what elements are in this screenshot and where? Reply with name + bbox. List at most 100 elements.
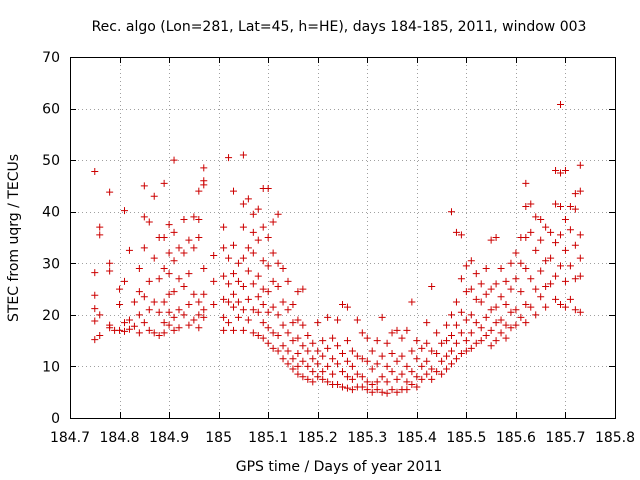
data-point xyxy=(448,311,455,319)
data-point xyxy=(96,311,104,319)
data-point xyxy=(155,275,163,283)
data-point xyxy=(299,285,307,293)
data-point xyxy=(304,331,312,339)
data-point xyxy=(343,357,351,365)
data-point xyxy=(497,329,505,337)
data-point xyxy=(249,228,257,236)
data-point xyxy=(140,182,148,190)
data-point xyxy=(160,234,168,241)
data-point xyxy=(170,228,178,236)
data-point xyxy=(438,370,446,378)
data-point xyxy=(428,375,436,383)
data-point xyxy=(472,339,480,347)
data-point xyxy=(512,275,520,283)
data-point xyxy=(289,365,297,373)
data-point xyxy=(433,329,441,337)
data-point xyxy=(200,164,208,172)
data-point xyxy=(244,195,252,203)
data-point xyxy=(393,375,401,383)
data-point xyxy=(274,282,282,290)
data-point xyxy=(239,282,247,290)
data-point xyxy=(91,305,99,313)
data-point xyxy=(507,308,515,316)
data-point xyxy=(363,378,371,386)
data-point xyxy=(507,285,515,293)
data-point xyxy=(135,329,143,337)
data-point xyxy=(368,347,376,355)
data-point xyxy=(264,234,272,241)
data-point xyxy=(388,386,396,394)
data-point xyxy=(561,246,569,254)
data-point xyxy=(527,275,535,283)
data-point xyxy=(294,362,302,370)
data-point xyxy=(388,368,396,376)
data-point xyxy=(348,375,356,383)
data-point xyxy=(91,291,99,299)
data-point xyxy=(309,339,317,347)
data-point xyxy=(363,386,371,394)
data-point xyxy=(492,319,500,327)
data-point xyxy=(373,337,381,345)
data-point xyxy=(314,319,322,327)
data-point xyxy=(443,321,451,329)
data-point xyxy=(482,313,490,321)
data-point xyxy=(408,347,416,355)
data-point xyxy=(339,350,346,358)
data-point xyxy=(487,342,495,350)
data-point xyxy=(259,334,267,342)
data-point xyxy=(180,215,188,223)
data-point xyxy=(547,228,555,236)
data-point xyxy=(452,355,460,363)
data-point xyxy=(537,267,545,275)
data-point xyxy=(239,151,247,159)
data-point xyxy=(423,357,431,365)
data-point xyxy=(467,344,475,352)
data-point xyxy=(413,337,421,345)
data-point xyxy=(220,295,228,303)
y-tick-label: 70 xyxy=(42,50,60,66)
data-point xyxy=(552,239,560,247)
data-point xyxy=(452,321,460,329)
data-point xyxy=(155,331,163,339)
data-point xyxy=(299,321,307,329)
data-point xyxy=(239,306,247,314)
data-point xyxy=(264,308,272,316)
data-point xyxy=(502,334,510,342)
data-point xyxy=(339,383,346,391)
data-point xyxy=(140,293,148,301)
data-points-layer xyxy=(91,100,584,397)
data-point xyxy=(195,311,203,319)
data-point xyxy=(561,277,569,285)
data-point xyxy=(230,241,237,249)
data-point xyxy=(448,331,455,339)
data-point xyxy=(443,352,451,360)
data-point xyxy=(165,270,173,278)
data-point xyxy=(279,264,287,272)
data-point xyxy=(517,313,525,321)
data-point xyxy=(254,236,262,244)
data-point xyxy=(383,378,391,386)
data-point xyxy=(383,389,391,397)
data-point xyxy=(294,334,302,342)
data-point xyxy=(383,339,391,347)
data-point xyxy=(195,215,203,223)
data-point xyxy=(200,313,208,321)
data-point xyxy=(566,203,574,211)
data-point xyxy=(561,166,569,174)
data-point xyxy=(348,386,356,394)
data-point xyxy=(230,290,237,298)
data-point xyxy=(368,380,376,388)
data-point xyxy=(121,277,128,285)
data-point xyxy=(566,226,574,234)
data-point xyxy=(433,368,441,376)
data-point xyxy=(210,301,218,309)
data-point xyxy=(482,331,490,339)
x-axis-label: GPS time / Days of year 2011 xyxy=(236,459,443,475)
data-point xyxy=(314,360,322,368)
data-point xyxy=(309,355,317,363)
data-point xyxy=(116,326,124,334)
data-point xyxy=(557,301,564,309)
data-point xyxy=(140,319,148,327)
data-point xyxy=(259,285,267,293)
data-point xyxy=(492,234,500,241)
